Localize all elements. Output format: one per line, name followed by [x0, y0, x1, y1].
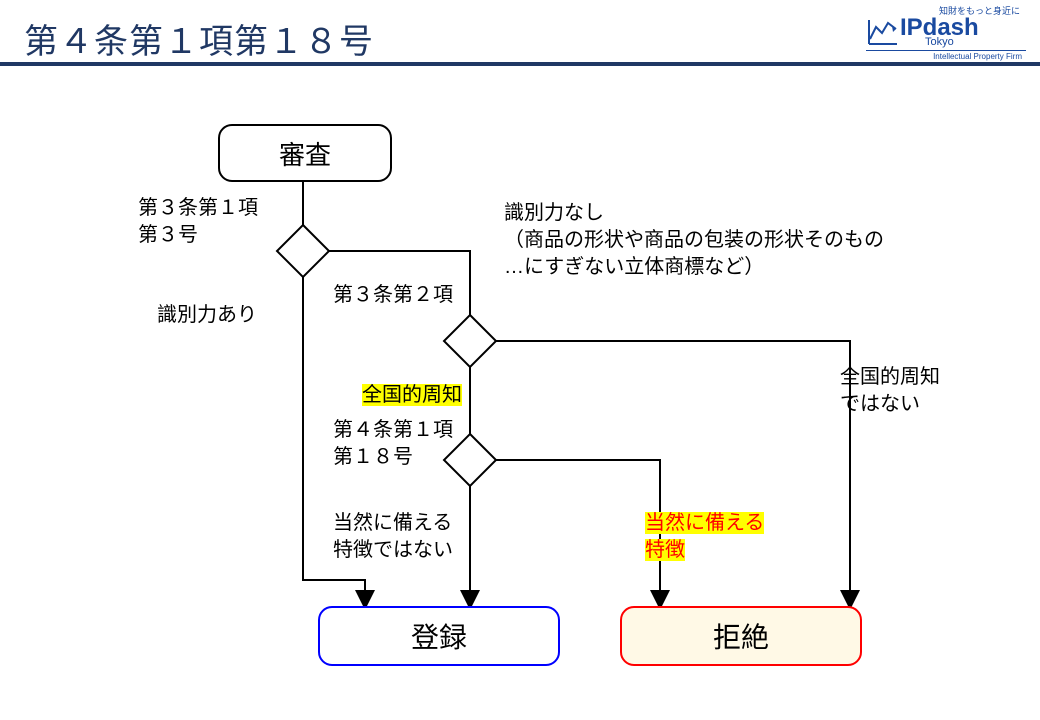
edge-5	[496, 341, 850, 606]
node-register-label: 登録	[411, 616, 467, 656]
edge-7	[496, 460, 660, 606]
edge-label: 第３条第２項	[333, 282, 453, 309]
diamond-d2	[444, 315, 496, 367]
edge-label: 識別力なし（商品の形状や商品の包装の形状そのもの…にすぎない立体商標など）	[504, 200, 884, 281]
edge-label: 当然に備える特徴ではない	[333, 510, 453, 564]
edge-label: 全国的周知	[362, 382, 462, 409]
node-reject: 拒絶	[620, 606, 862, 666]
edge-label: 第３条第１項第３号	[138, 195, 258, 249]
node-reject-label: 拒絶	[713, 616, 769, 656]
node-start-label: 審査	[279, 135, 331, 172]
edge-label: 全国的周知ではない	[840, 364, 940, 418]
edge-label: 識別力あり	[157, 302, 257, 329]
edge-label: 第４条第１項第１８号	[333, 417, 453, 471]
edge-label: 当然に備える特徴	[645, 510, 764, 564]
node-start: 審査	[218, 124, 392, 182]
node-register: 登録	[318, 606, 560, 666]
diamond-d1	[277, 225, 329, 277]
